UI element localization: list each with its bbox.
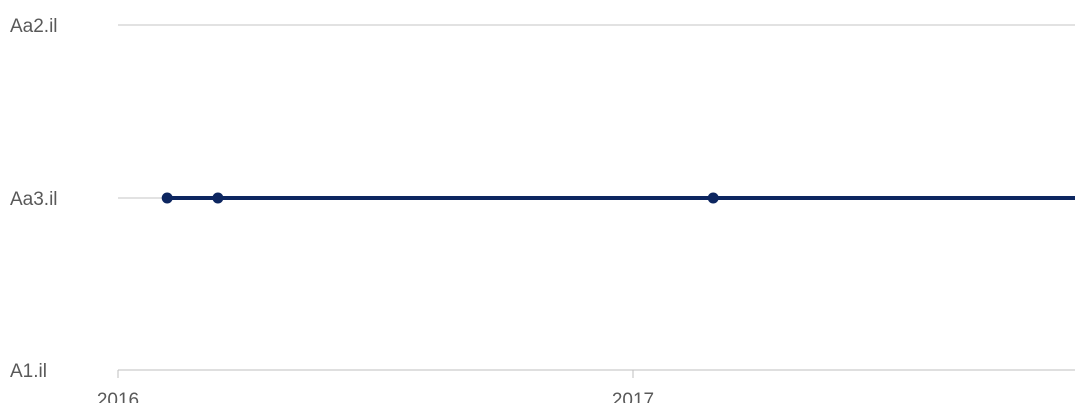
- y-tick-label: Aa3.il: [10, 189, 58, 210]
- data-point: [212, 192, 224, 204]
- x-tick-label: 2017: [612, 390, 654, 403]
- y-tick-label: Aa2.il: [10, 16, 58, 37]
- y-tick-label: A1.il: [10, 361, 47, 382]
- series-layer: [161, 192, 1075, 204]
- label-layer: A1.il Aa3.il Aa2.il 2016 2017: [10, 16, 654, 408]
- x-tick-label: 2016: [97, 390, 139, 403]
- data-point: [707, 192, 719, 204]
- axis-layer: [117, 369, 1075, 378]
- data-point: [161, 192, 173, 204]
- grid-layer: [118, 24, 1075, 199]
